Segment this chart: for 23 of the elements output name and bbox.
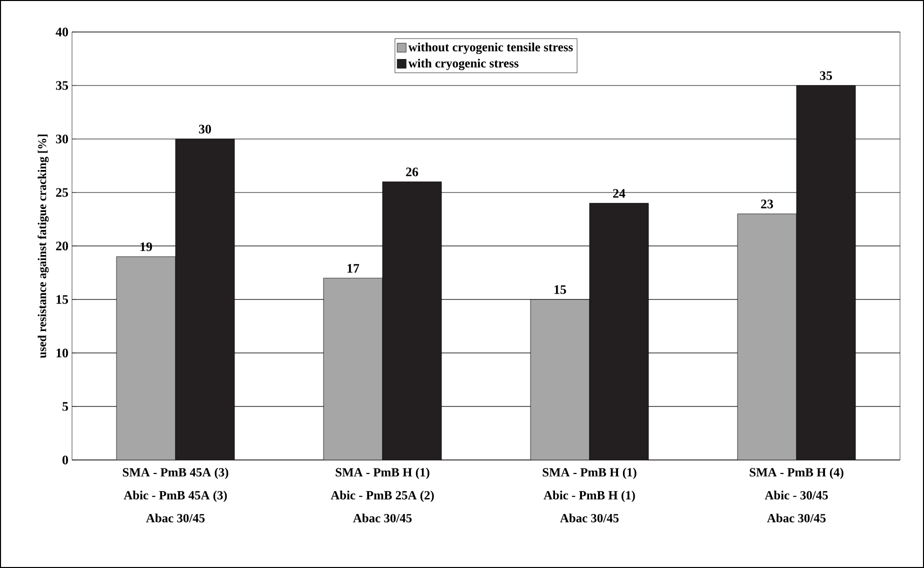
y-tick-label: 35	[56, 81, 68, 90]
x-tick-label: SMA - PmB 45A (3) Abic - PmB 45A (3) Abac 30/45	[122, 468, 228, 522]
y-axis-title: used resistance against fatigue cracking [%]	[38, 134, 49, 358]
y-tick-label: 5	[62, 402, 68, 411]
data-label: 24	[613, 189, 626, 198]
legend-label: without cryogenic tensile stress	[408, 42, 573, 54]
y-tick-label: 40	[56, 28, 68, 36]
data-label: 26	[406, 168, 418, 176]
y-tick-label: 10	[56, 348, 68, 358]
data-label: 17	[348, 264, 360, 273]
x-tick-label: SMA - PmB H (1) Abic - PmB 25A (2) Abac 30/45	[330, 468, 434, 522]
y-tick-label: 15	[56, 295, 68, 304]
y-tick-label: 25	[56, 188, 68, 197]
x-tick-label: SMA - PmB H (4) Abic - 30/45 Abac 30/45	[750, 468, 844, 522]
y-tick-label: 0	[62, 456, 68, 464]
data-label: 30	[199, 124, 211, 134]
data-label: 35	[820, 71, 832, 80]
x-tick-label: SMA - PmB H (1) Abic - PmB H (1) Abac 30/45	[542, 468, 636, 522]
data-label: 23	[761, 200, 774, 208]
y-tick-label: 20	[56, 242, 68, 250]
y-tick-label: 30	[56, 134, 68, 144]
legend-label: with cryogenic stress	[408, 58, 518, 70]
data-label: 15	[554, 285, 566, 294]
